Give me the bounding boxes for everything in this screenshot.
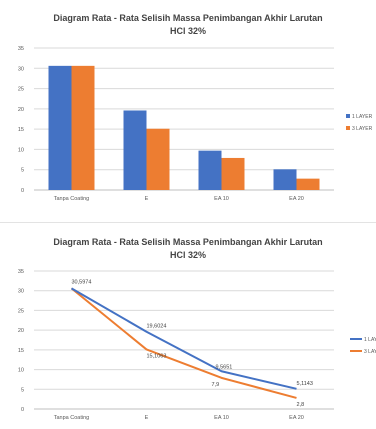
y-tick-label: 35	[18, 46, 24, 52]
x-tick-label: EA 10	[214, 196, 229, 202]
series-line	[70, 287, 297, 399]
chart-title-line: HCl 32%	[170, 250, 206, 260]
x-tick-label: EA 20	[289, 196, 304, 202]
bar	[123, 110, 147, 190]
data-label: 15,1063	[147, 353, 167, 359]
bar	[48, 65, 72, 190]
chart-title-line: Diagram Rata - Rata Selisih Massa Penimb…	[53, 237, 322, 247]
legend-label: 1 LAYER	[352, 114, 373, 120]
legend-label: 3 LAYER	[364, 349, 376, 355]
y-tick-label: 20	[18, 328, 24, 334]
data-label: 5,1143	[297, 381, 313, 387]
y-tick-label: 30	[18, 289, 24, 295]
bar	[296, 178, 320, 190]
legend-swatch	[346, 126, 350, 130]
bar	[198, 150, 222, 190]
y-tick-label: 0	[21, 188, 24, 194]
y-tick-label: 35	[18, 269, 24, 275]
bar	[221, 157, 245, 190]
line-chart: Diagram Rata - Rata Selisih Massa Penimb…	[0, 222, 376, 429]
y-tick-label: 5	[21, 168, 24, 174]
y-tick-label: 0	[21, 407, 24, 413]
bar-chart-canvas: Diagram Rata - Rata Selisih Massa Penimb…	[18, 13, 373, 202]
data-label: 2,8	[297, 402, 305, 408]
legend-label: 1 LAYER	[364, 337, 376, 343]
y-tick-label: 25	[18, 308, 24, 314]
x-tick-label: EA 10	[214, 415, 229, 421]
bar-chart: Diagram Rata - Rata Selisih Massa Penimb…	[0, 0, 376, 210]
x-tick-label: EA 20	[289, 415, 304, 421]
data-label: 7,9	[212, 382, 220, 388]
y-tick-label: 30	[18, 66, 24, 72]
y-tick-label: 25	[18, 87, 24, 93]
x-tick-label: E	[145, 196, 149, 202]
y-tick-label: 15	[18, 348, 24, 354]
bar	[273, 169, 297, 190]
y-tick-label: 10	[18, 368, 24, 374]
legend-label: 3 LAYER	[352, 126, 373, 132]
y-tick-label: 15	[18, 127, 24, 133]
chart-title-line: Diagram Rata - Rata Selisih Massa Penimb…	[53, 13, 322, 23]
x-tick-label: Tanpa Coating	[54, 415, 89, 421]
data-label: 9,5651	[216, 364, 233, 370]
series-line	[70, 287, 297, 390]
legend-swatch	[346, 114, 350, 118]
data-label: 19,6024	[147, 324, 167, 330]
bar	[146, 128, 170, 190]
bar	[71, 65, 95, 190]
y-tick-label: 20	[18, 107, 24, 113]
x-tick-label: E	[145, 415, 149, 421]
y-tick-label: 10	[18, 147, 24, 153]
data-label: 30,5974	[72, 279, 92, 285]
y-tick-label: 5	[21, 387, 24, 393]
x-tick-label: Tanpa Coating	[54, 196, 89, 202]
line-chart-canvas: Diagram Rata - Rata Selisih Massa Penimb…	[18, 237, 376, 421]
chart-title-line: HCl 32%	[170, 26, 206, 36]
